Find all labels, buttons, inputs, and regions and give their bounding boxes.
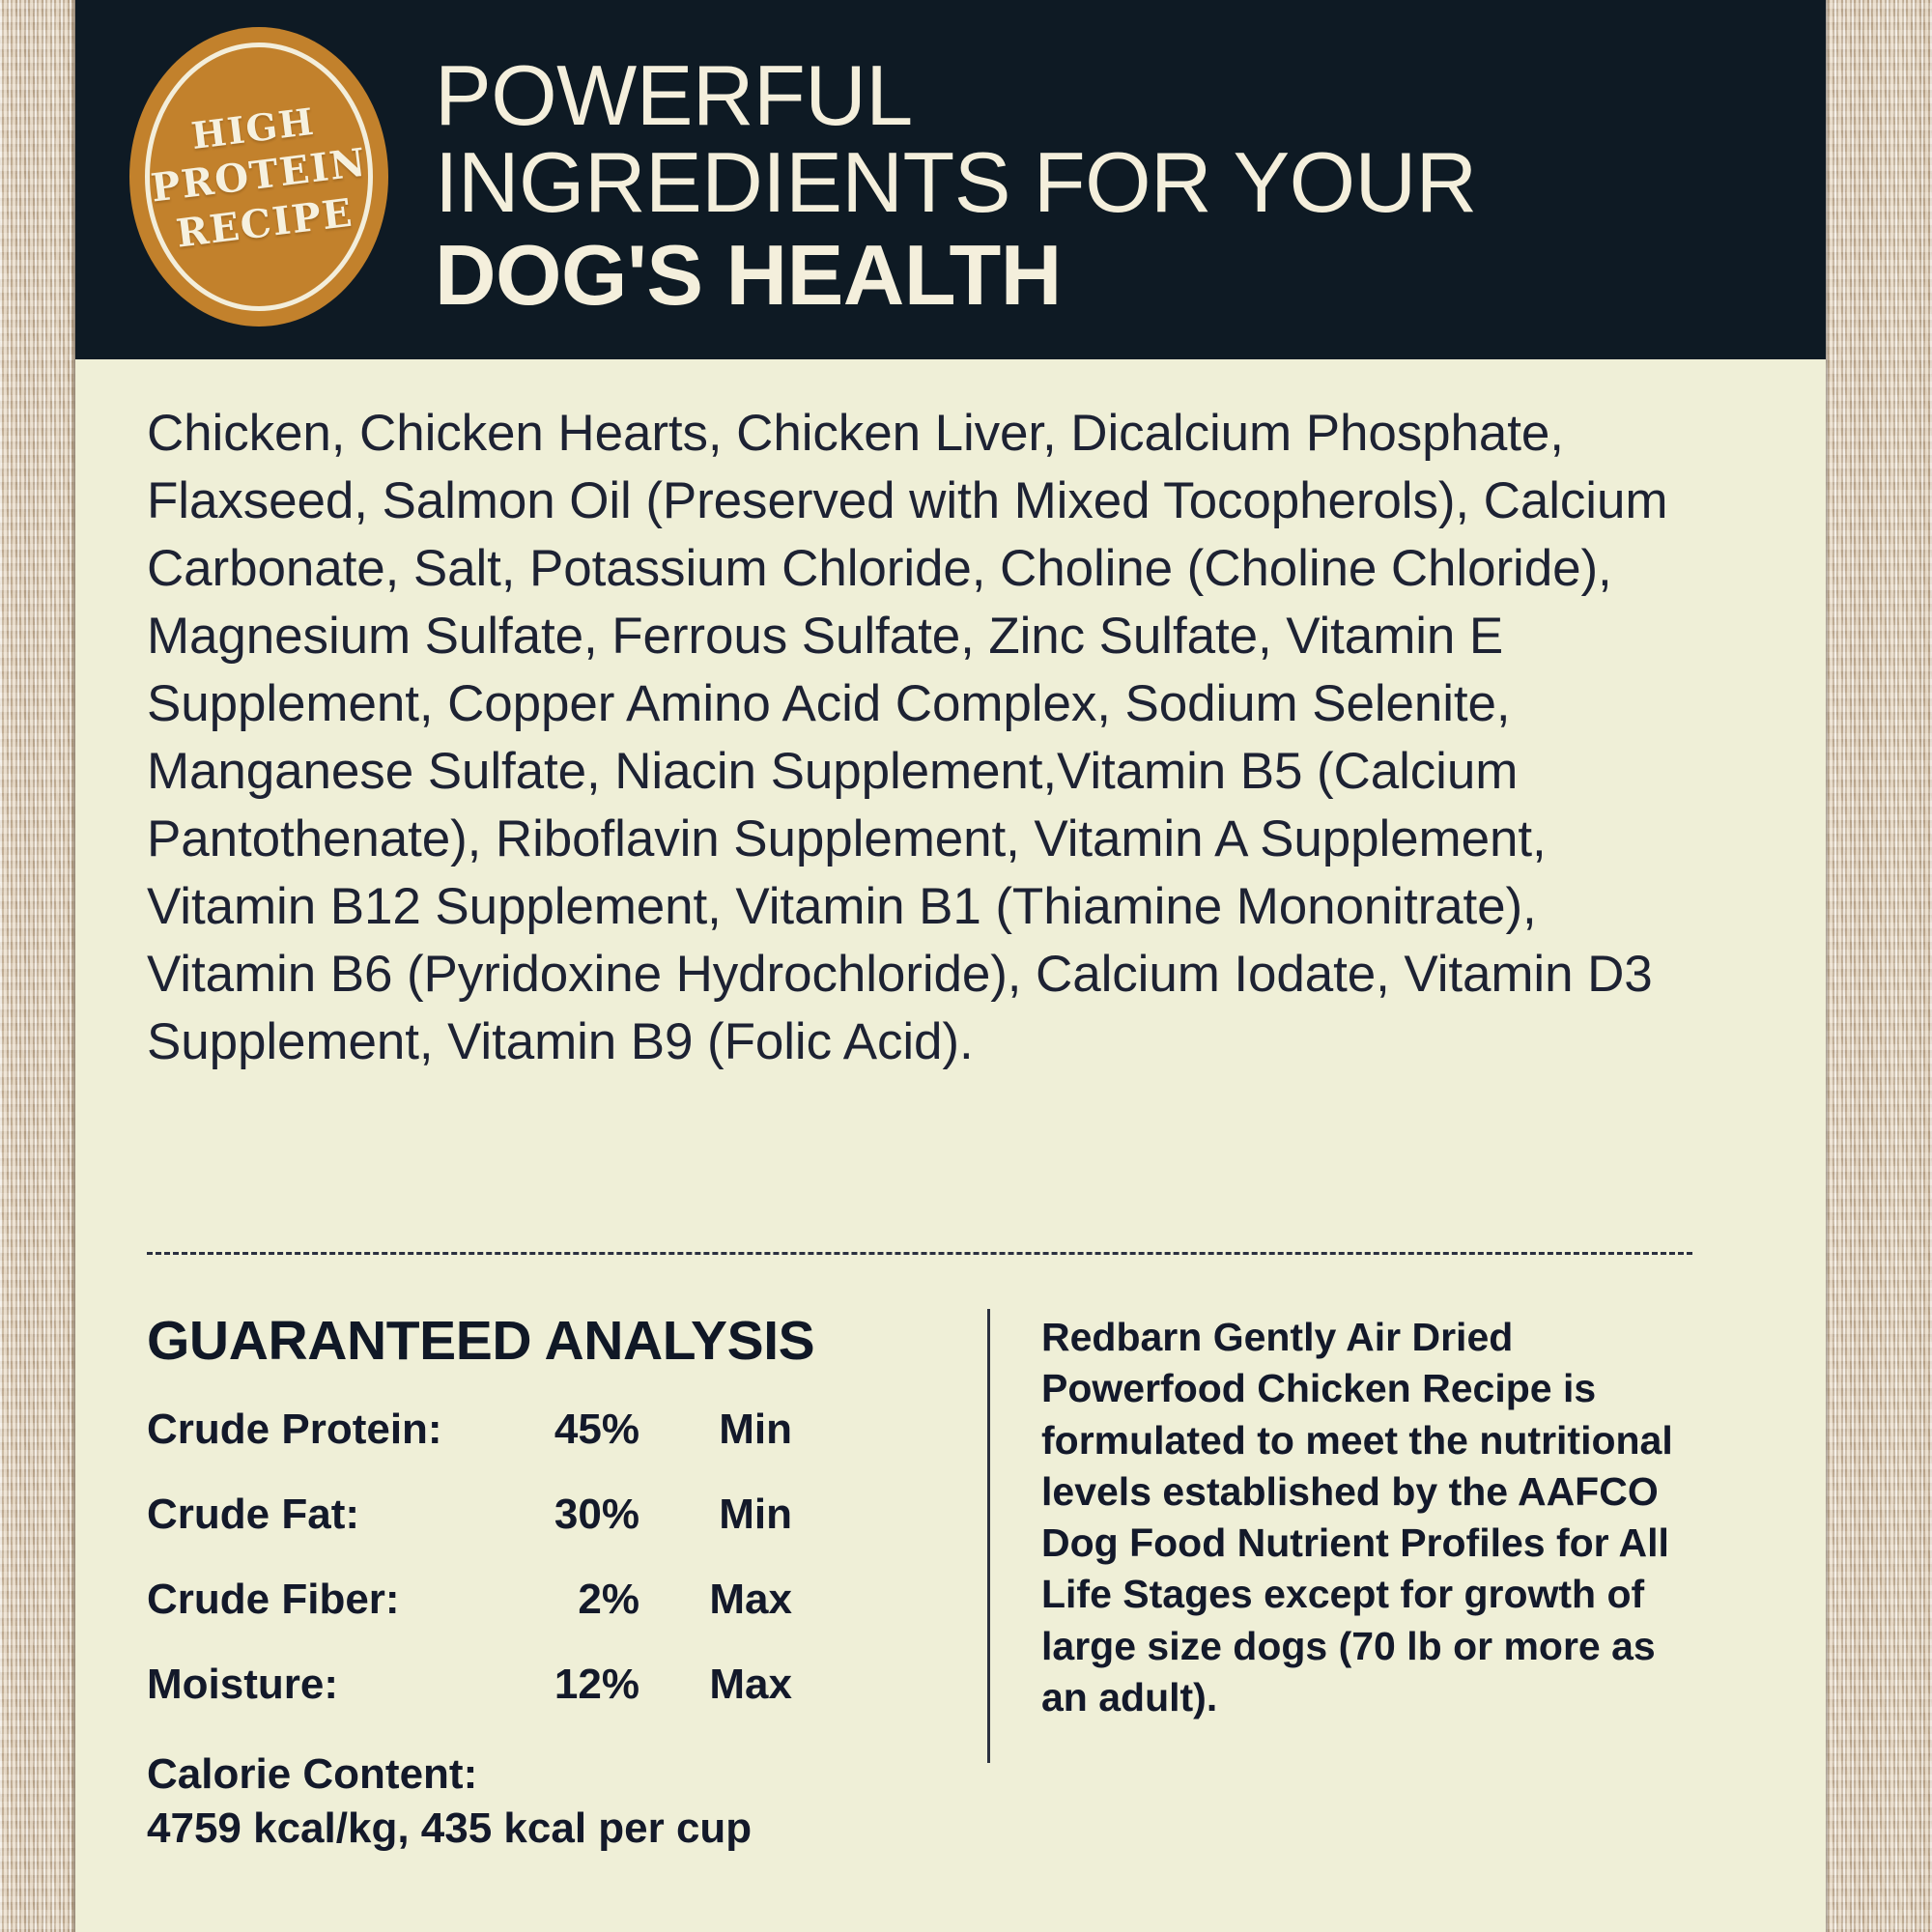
analysis-value: 2% — [578, 1576, 639, 1623]
title-line-3: DOG'S HEALTH — [435, 226, 1062, 323]
analysis-limit: Max — [709, 1576, 792, 1623]
analysis-label: Moisture: — [147, 1661, 338, 1708]
vertical-divider — [987, 1309, 990, 1763]
header-band: HIGH PROTEIN RECIPE POWERFUL INGREDIENTS… — [75, 0, 1826, 359]
high-protein-badge: HIGH PROTEIN RECIPE — [129, 27, 388, 327]
calorie-content-label: Calorie Content: — [147, 1750, 478, 1798]
title-line-1: POWERFUL — [435, 47, 913, 143]
analysis-limit: Max — [709, 1661, 792, 1708]
guaranteed-analysis-table: Crude Protein: 45% Min Crude Fat: 30% Mi… — [147, 1406, 792, 1746]
wood-texture-right — [1826, 0, 1932, 1932]
analysis-value: 45% — [554, 1406, 639, 1453]
analysis-value: 30% — [554, 1491, 639, 1538]
content-card: HIGH PROTEIN RECIPE POWERFUL INGREDIENTS… — [75, 0, 1826, 1932]
badge-ring — [145, 43, 373, 311]
guaranteed-analysis-title: GUARANTEED ANALYSIS — [147, 1310, 815, 1372]
analysis-label: Crude Fat: — [147, 1491, 359, 1538]
page-title: POWERFUL INGREDIENTS FOR YOUR DOG'S HEAL… — [435, 52, 1787, 318]
table-row: Crude Protein: 45% Min — [147, 1406, 792, 1491]
calorie-content-value: 4759 kcal/kg, 435 kcal per cup — [147, 1804, 753, 1853]
table-row: Crude Fiber: 2% Max — [147, 1576, 792, 1661]
analysis-label: Crude Fiber: — [147, 1576, 400, 1623]
analysis-limit: Min — [719, 1491, 792, 1538]
ingredients-list: Chicken, Chicken Hearts, Chicken Liver, … — [147, 405, 1668, 1070]
title-line-2: INGREDIENTS FOR YOUR — [435, 133, 1477, 230]
dashed-divider — [147, 1252, 1692, 1255]
table-row: Moisture: 12% Max — [147, 1661, 792, 1746]
badge-text: HIGH PROTEIN RECIPE — [143, 93, 376, 262]
analysis-limit: Min — [719, 1406, 792, 1453]
aafco-statement: Redbarn Gently Air Dried Powerfood Chick… — [1041, 1315, 1673, 1720]
table-row: Crude Fat: 30% Min — [147, 1491, 792, 1576]
wood-texture-left — [0, 0, 75, 1932]
calorie-content: Calorie Content: 4759 kcal/kg, 435 kcal … — [147, 1747, 881, 1857]
analysis-label: Crude Protein: — [147, 1406, 442, 1453]
guaranteed-analysis-section: GUARANTEED ANALYSIS Crude Protein: 45% M… — [147, 1309, 881, 1857]
analysis-value: 12% — [554, 1661, 639, 1708]
